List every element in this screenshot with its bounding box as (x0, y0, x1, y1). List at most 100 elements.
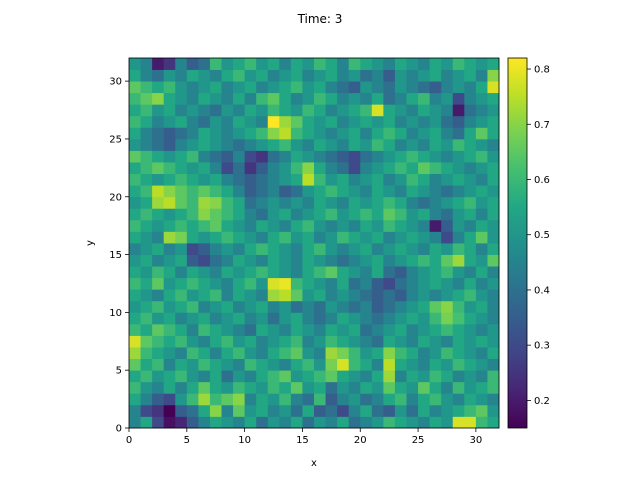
heatmap-cell (209, 196, 222, 209)
heatmap-cell (314, 58, 326, 70)
heatmap-cell (314, 81, 326, 94)
heatmap-cell (383, 416, 396, 429)
heatmap-cell (429, 138, 442, 151)
heatmap-cell (302, 404, 315, 417)
heatmap-cell (186, 243, 199, 255)
heatmap-cell (221, 219, 234, 232)
heatmap-cell (140, 231, 153, 244)
heatmap-cell (302, 115, 315, 128)
heatmap-cell (337, 404, 350, 417)
heatmap-cell (429, 127, 442, 140)
heatmap-cell (475, 243, 488, 255)
heatmap-cell (140, 185, 153, 198)
y-tick-label: 30 (109, 77, 122, 88)
heatmap-cell (279, 104, 292, 117)
heatmap-cell (325, 219, 338, 232)
heatmap-cell (209, 370, 222, 383)
heatmap-cell (256, 162, 269, 175)
heatmap-cell (290, 347, 303, 360)
heatmap-cell (487, 266, 500, 279)
heatmap-cell (302, 393, 315, 406)
heatmap-cell (325, 312, 338, 325)
y-tick-label: 20 (109, 192, 122, 203)
heatmap-cell (302, 416, 315, 429)
heatmap-cell (487, 219, 500, 232)
heatmap-cell (475, 196, 488, 209)
heatmap-cell (360, 104, 373, 117)
heatmap-cell (371, 208, 384, 221)
heatmap-cell (464, 219, 477, 232)
heatmap-cell (152, 243, 165, 255)
heatmap-cell (360, 370, 373, 383)
heatmap-cell (348, 138, 361, 151)
heatmap-cell (221, 300, 234, 313)
heatmap-cell (314, 347, 326, 360)
heatmap-cell (221, 173, 234, 186)
heatmap-cell (487, 393, 500, 406)
heatmap-cell (441, 370, 454, 383)
heatmap-cell (140, 69, 153, 82)
heatmap-cell (325, 196, 338, 209)
heatmap-cell (348, 300, 361, 313)
heatmap-cell (279, 323, 292, 336)
heatmap-cell (267, 404, 280, 417)
heatmap-cell (394, 347, 407, 360)
x-axis-label: x (311, 458, 317, 469)
heatmap-cell (152, 162, 165, 175)
heatmap-cell (348, 162, 361, 175)
heatmap-cell (233, 81, 246, 94)
heatmap-cell (464, 104, 477, 117)
heatmap-cell (360, 266, 373, 279)
heatmap-cell (406, 358, 419, 371)
heatmap-cell (452, 300, 465, 313)
heatmap-cell (140, 115, 153, 128)
heatmap-cell (198, 416, 211, 429)
chart-title: Time: 3 (297, 12, 343, 26)
heatmap-cell (244, 312, 257, 325)
heatmap-cell (198, 185, 211, 198)
heatmap-cell (429, 162, 442, 175)
heatmap-cell (209, 404, 222, 417)
heatmap-cell (302, 81, 315, 94)
heatmap-cell (406, 323, 419, 336)
heatmap-cell (129, 219, 141, 232)
heatmap-cell (406, 231, 419, 244)
heatmap-cell (244, 370, 257, 383)
heatmap-cell (418, 150, 431, 163)
heatmap-cell (152, 92, 165, 105)
heatmap-cell (348, 277, 361, 290)
heatmap-cell (140, 312, 153, 325)
heatmap-cell (314, 196, 326, 209)
heatmap-cell (163, 138, 176, 151)
heatmap-cell (394, 370, 407, 383)
heatmap-cell (209, 162, 222, 175)
heatmap-cell (418, 104, 431, 117)
heatmap-cell (452, 277, 465, 290)
heatmap-cell (163, 393, 176, 406)
heatmap-cell (337, 347, 350, 360)
heatmap-cell (186, 196, 199, 209)
heatmap-cell (290, 370, 303, 383)
heatmap-cell (209, 150, 222, 163)
heatmap-cell (464, 81, 477, 94)
heatmap-cell (290, 185, 303, 198)
heatmap-cell (233, 266, 246, 279)
heatmap-cell (464, 127, 477, 140)
heatmap-cell (418, 231, 431, 244)
heatmap-cell (186, 150, 199, 163)
colorbar (507, 57, 528, 429)
heatmap-cell (140, 335, 153, 348)
y-tick-label: 0 (116, 424, 122, 435)
heatmap-cell (163, 404, 176, 417)
heatmap-cell (452, 370, 465, 383)
heatmap-cell (371, 404, 384, 417)
heatmap-cell (175, 208, 188, 221)
heatmap-cell (325, 370, 338, 383)
heatmap-cell (475, 254, 488, 267)
heatmap-cell (406, 381, 419, 394)
heatmap-cell (487, 208, 500, 221)
heatmap-cell (244, 289, 257, 302)
heatmap-cell (129, 358, 141, 371)
heatmap-cell (221, 127, 234, 140)
heatmap-cell (279, 81, 292, 94)
